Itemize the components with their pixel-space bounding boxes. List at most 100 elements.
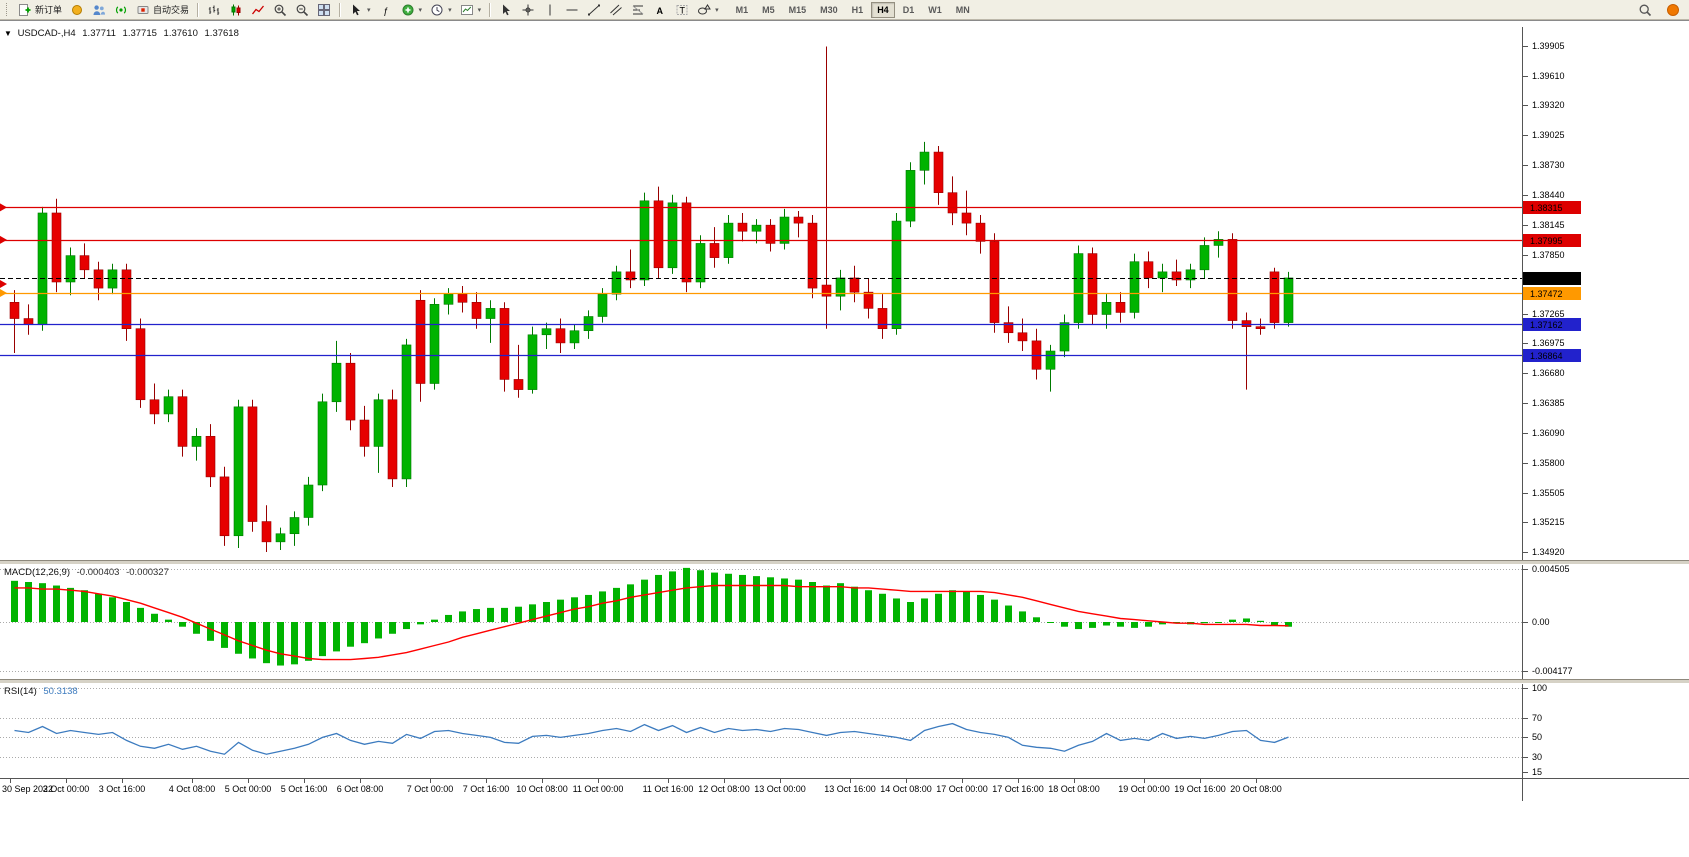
svg-text:1.38315: 1.38315 <box>1530 203 1563 213</box>
cursor-dropdown-button[interactable]: ▾ <box>345 1 375 18</box>
time-tick <box>66 779 67 783</box>
rsi-line <box>14 722 1289 755</box>
svg-text:1.37850: 1.37850 <box>1532 250 1565 260</box>
timeframe-m1-button[interactable]: M1 <box>730 2 755 18</box>
toolbar-grip <box>6 3 11 16</box>
label-tool-button[interactable]: T <box>671 1 693 18</box>
time-tick <box>542 779 543 783</box>
svg-text:1.34920: 1.34920 <box>1532 547 1565 557</box>
fibonacci-icon <box>631 3 645 17</box>
time-label: 19 Oct 00:00 <box>1118 784 1170 794</box>
rsi-panel-canvas[interactable]: 100 70 50 30 15 <box>0 684 1689 778</box>
main-toolbar: 新订单 自动交易 ▾ ƒ ▾ ▾ <box>0 0 1689 20</box>
time-label: 13 Oct 16:00 <box>824 784 876 794</box>
auto-trading-button[interactable]: 自动交易 <box>132 1 193 18</box>
timeframe-w1-button[interactable]: W1 <box>922 2 948 18</box>
time-label: 30 Sep 2022 <box>2 784 54 794</box>
time-tick <box>962 779 963 783</box>
chevron-down-icon: ▾ <box>367 6 371 14</box>
templates-icon <box>460 3 474 17</box>
time-tick <box>1144 779 1145 783</box>
new-order-button[interactable]: 新订单 <box>14 1 66 18</box>
svg-text:1.38145: 1.38145 <box>1532 220 1565 230</box>
svg-text:1.37265: 1.37265 <box>1532 309 1565 319</box>
time-label: 13 Oct 00:00 <box>754 784 806 794</box>
community-button[interactable] <box>88 1 110 18</box>
time-tick <box>780 779 781 783</box>
time-tick <box>598 779 599 783</box>
bar-chart-button[interactable] <box>203 1 225 18</box>
line-chart-button[interactable] <box>247 1 269 18</box>
rsi-grid: 100 70 50 30 15 <box>0 684 1547 778</box>
collapse-chart-icon[interactable]: ▼ <box>4 29 12 38</box>
tile-windows-button[interactable] <box>313 1 335 18</box>
indicators-button[interactable]: ƒ <box>375 1 397 18</box>
time-tick <box>906 779 907 783</box>
add-indicator-icon <box>401 3 415 17</box>
chart-window: ▼ USDCAD-,H4 1.37711 1.37715 1.37610 1.3… <box>0 20 1689 857</box>
time-tick <box>486 779 487 783</box>
timeframe-m15-button[interactable]: M15 <box>783 2 813 18</box>
periods-clock-icon <box>430 3 444 17</box>
auto-trading-label: 自动交易 <box>153 5 190 15</box>
pointer-button[interactable] <box>495 1 517 18</box>
svg-text:1.36864: 1.36864 <box>1530 351 1563 361</box>
signals-button[interactable] <box>110 1 132 18</box>
timeframe-m5-button[interactable]: M5 <box>756 2 781 18</box>
notification-badge-button[interactable] <box>1662 1 1684 18</box>
channel-button[interactable] <box>605 1 627 18</box>
chevron-down-icon: ▾ <box>448 6 452 14</box>
panel-separator[interactable] <box>0 560 1689 565</box>
text-icon: A <box>653 3 667 17</box>
time-label: 5 Oct 16:00 <box>280 784 328 794</box>
macd-signal-line <box>14 584 1289 661</box>
candlestick-chart-icon <box>229 3 243 17</box>
svg-text:1.39025: 1.39025 <box>1532 130 1565 140</box>
toolbar-separator <box>197 2 200 17</box>
panel-separator[interactable] <box>0 679 1689 684</box>
toolbar-separator <box>339 2 342 17</box>
horizontal-line-icon <box>565 3 579 17</box>
time-label: 10 Oct 08:00 <box>516 784 568 794</box>
macd-panel-canvas[interactable]: 0.004505 0.00 -0.004177 <box>0 565 1689 679</box>
timeframe-m30-button[interactable]: M30 <box>814 2 844 18</box>
time-tick <box>850 779 851 783</box>
time-tick <box>1200 779 1201 783</box>
candlestick-chart-button[interactable] <box>225 1 247 18</box>
timeframe-d1-button[interactable]: D1 <box>897 2 921 18</box>
zoom-out-button[interactable] <box>291 1 313 18</box>
time-tick <box>10 779 11 783</box>
shapes-dropdown-button[interactable]: ▾ <box>693 1 723 18</box>
time-label: 14 Oct 08:00 <box>880 784 932 794</box>
crosshair-button[interactable] <box>517 1 539 18</box>
svg-text:1.39905: 1.39905 <box>1532 41 1565 51</box>
time-axis[interactable]: 30 Sep 2022 3 Oct 00:00 3 Oct 16:00 4 Oct 0… <box>0 778 1689 801</box>
templates-dropdown-button[interactable]: ▾ <box>456 1 486 18</box>
pointer-icon <box>499 3 513 17</box>
new-order-label: 新订单 <box>35 5 63 15</box>
svg-text:1.37162: 1.37162 <box>1530 320 1563 330</box>
text-label-icon: T <box>675 3 689 17</box>
timeframe-h4-button[interactable]: H4 <box>871 1 895 18</box>
periods-dropdown-button[interactable]: ▾ <box>426 1 456 18</box>
timeframe-h1-button[interactable]: H1 <box>846 2 870 18</box>
add-indicator-dropdown-button[interactable]: ▾ <box>397 1 427 18</box>
chevron-down-icon: ▾ <box>418 6 423 14</box>
horizontal-line-button[interactable] <box>561 1 583 18</box>
svg-text:50: 50 <box>1532 732 1542 742</box>
main-chart-canvas[interactable]: 1.39905 1.39610 1.39320 1.39025 1.38730 1.384… <box>0 27 1689 560</box>
trendline-button[interactable] <box>583 1 605 18</box>
macd-histogram <box>11 567 1292 666</box>
zoom-in-button[interactable] <box>269 1 291 18</box>
vertical-line-button[interactable] <box>539 1 561 18</box>
time-tick <box>248 779 249 783</box>
text-tool-button[interactable]: A <box>649 1 671 18</box>
publish-button[interactable] <box>66 1 88 18</box>
timeframe-mn-button[interactable]: MN <box>950 2 976 18</box>
search-button[interactable] <box>1634 1 1656 18</box>
time-tick <box>1256 779 1257 783</box>
auto-trading-icon <box>136 3 150 17</box>
fibonacci-button[interactable] <box>627 1 649 18</box>
time-label: 3 Oct 16:00 <box>98 784 146 794</box>
time-label: 3 Oct 00:00 <box>42 784 90 794</box>
